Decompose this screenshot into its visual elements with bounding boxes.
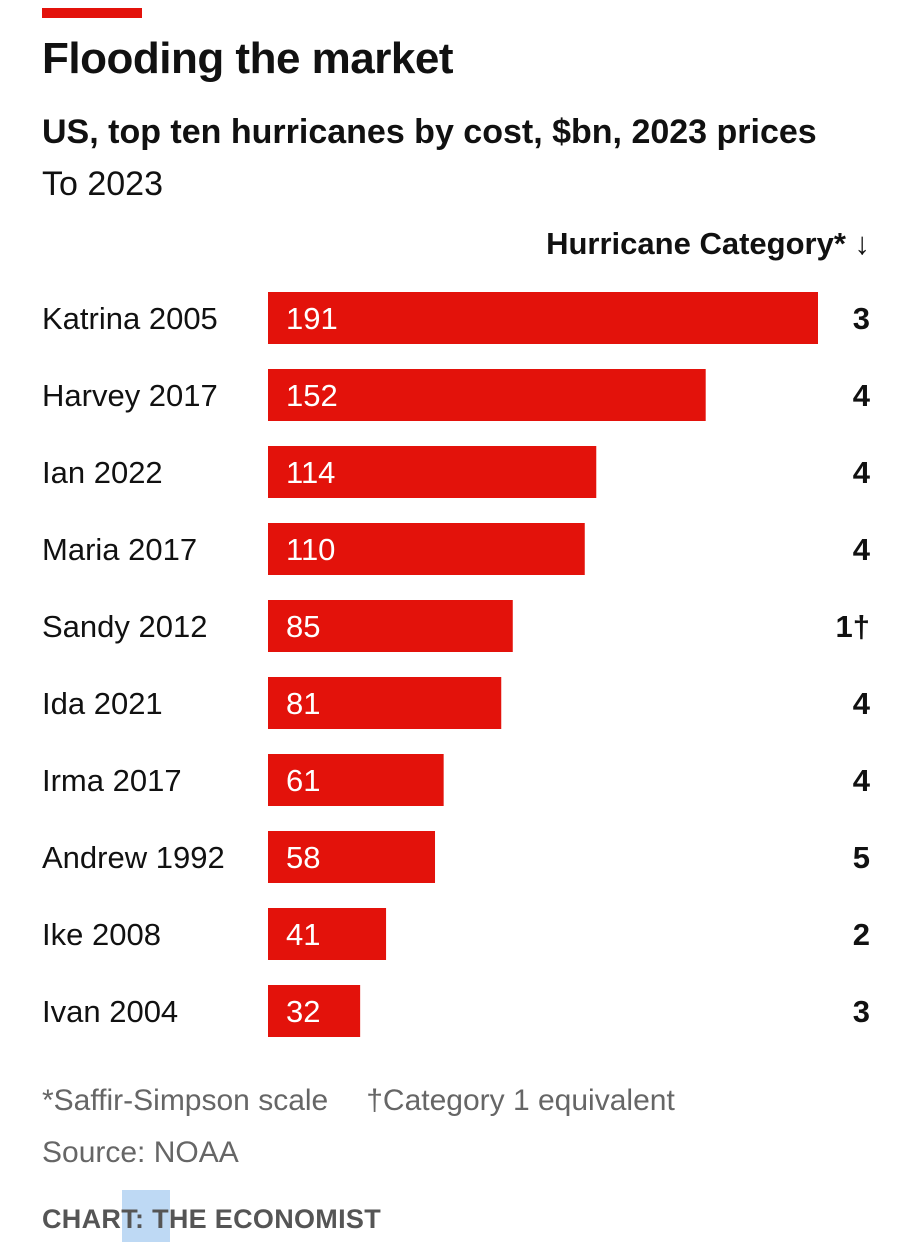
category-value: 4 (853, 455, 871, 490)
category-label: Andrew 1992 (42, 840, 225, 875)
bar (268, 908, 387, 960)
bar (268, 446, 597, 498)
footnote-equivalent: †Category 1 equivalent (366, 1084, 675, 1117)
bar-value-label: 41 (286, 917, 320, 952)
accent-bar (42, 8, 142, 18)
category-value: 1† (836, 609, 870, 644)
bar (268, 985, 361, 1037)
bar-value-label: 191 (286, 301, 338, 336)
category-value: 4 (853, 378, 871, 413)
category-label: Maria 2017 (42, 532, 197, 567)
bar-value-label: 152 (286, 378, 338, 413)
category-label: Harvey 2017 (42, 378, 218, 413)
category-column-header: Hurricane Category* ↓ (546, 226, 870, 261)
category-label: Ike 2008 (42, 917, 161, 952)
chart-credit: CHART: THE ECONOMIST (42, 1204, 381, 1234)
bar (268, 600, 513, 652)
bar-value-label: 110 (286, 532, 335, 567)
bar-chart: Katrina 2005 191 3 Harvey 2017 152 4 Ian 2022 1… (42, 292, 871, 1037)
bar-value-label: 58 (286, 840, 320, 875)
bar-value-label: 85 (286, 609, 320, 644)
category-value: 5 (853, 840, 870, 875)
category-label: Ian 2022 (42, 455, 163, 490)
category-label: Ivan 2004 (42, 994, 178, 1029)
bar (268, 754, 444, 806)
bar-value-label: 61 (286, 763, 320, 798)
bar-value-label: 114 (286, 455, 335, 490)
category-value: 3 (853, 994, 870, 1029)
bar (268, 831, 436, 883)
source-note: Source: NOAA (42, 1136, 239, 1169)
category-value: 4 (853, 763, 871, 798)
chart-period: To 2023 (42, 165, 163, 203)
category-value: 4 (853, 532, 871, 567)
category-value: 4 (853, 686, 871, 721)
bar (268, 523, 585, 575)
bar-value-label: 32 (286, 994, 320, 1029)
category-label: Katrina 2005 (42, 301, 218, 336)
category-value: 3 (853, 301, 870, 336)
bar (268, 292, 818, 344)
selection-highlight (122, 1190, 170, 1242)
bar (268, 369, 706, 421)
chart-subtitle: US, top ten hurricanes by cost, $bn, 202… (42, 113, 817, 151)
category-label: Irma 2017 (42, 763, 182, 798)
footnotes: *Saffir-Simpson scale †Category 1 equival… (42, 1084, 675, 1118)
footnote-scale: *Saffir-Simpson scale (42, 1084, 329, 1117)
category-label: Sandy 2012 (42, 609, 207, 644)
chart-title: Flooding the market (42, 34, 453, 83)
bar-value-label: 81 (286, 686, 320, 721)
bar (268, 677, 502, 729)
category-label: Ida 2021 (42, 686, 163, 721)
category-value: 2 (853, 917, 870, 952)
